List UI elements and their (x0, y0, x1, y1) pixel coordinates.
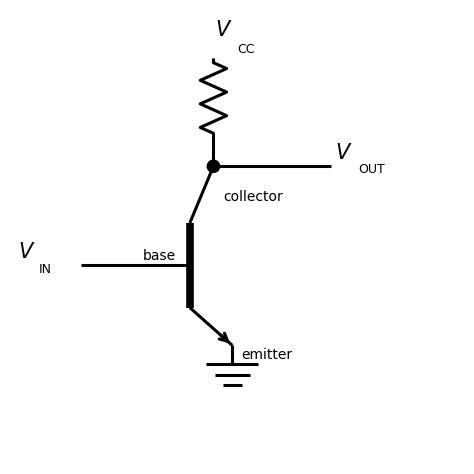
Text: emitter: emitter (242, 348, 293, 362)
Text: collector: collector (223, 190, 283, 204)
Text: OUT: OUT (358, 163, 385, 176)
Text: V: V (18, 242, 32, 262)
Text: base: base (143, 249, 176, 263)
Text: IN: IN (39, 263, 52, 276)
FancyArrowPatch shape (219, 333, 228, 341)
Text: V: V (216, 20, 230, 40)
Text: CC: CC (237, 43, 255, 55)
Circle shape (207, 160, 219, 173)
Text: V: V (335, 143, 349, 163)
